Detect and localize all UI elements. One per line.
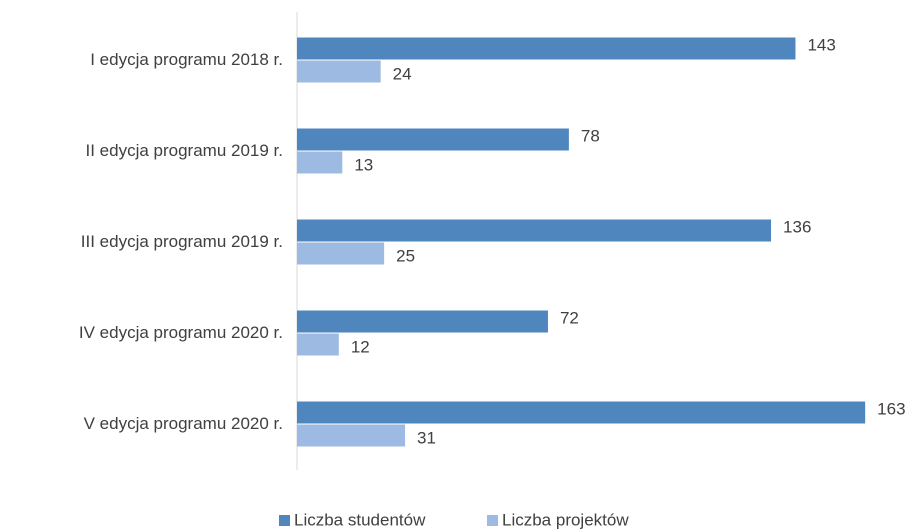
bar bbox=[297, 401, 866, 424]
data-label: 24 bbox=[393, 64, 412, 83]
bar bbox=[297, 219, 772, 242]
y-tick-label: IV edycja programu 2020 r. bbox=[79, 323, 283, 342]
data-label: 72 bbox=[560, 308, 579, 327]
bar bbox=[297, 37, 796, 60]
bar bbox=[297, 60, 381, 83]
data-label: 143 bbox=[807, 35, 835, 54]
bar bbox=[297, 151, 343, 174]
data-label: 31 bbox=[417, 428, 436, 447]
legend-swatch bbox=[487, 515, 498, 526]
bar bbox=[297, 424, 406, 447]
data-label: 136 bbox=[783, 217, 811, 236]
y-tick-label: II edycja programu 2019 r. bbox=[85, 141, 283, 160]
bar bbox=[297, 242, 385, 265]
y-tick-label: III edycja programu 2019 r. bbox=[81, 232, 283, 251]
data-label: 12 bbox=[351, 337, 370, 356]
legend-label: Liczba studentów bbox=[294, 510, 426, 529]
data-label: 25 bbox=[396, 246, 415, 265]
data-label: 163 bbox=[877, 399, 905, 418]
y-tick-label: I edycja programu 2018 r. bbox=[90, 50, 283, 69]
data-label: 13 bbox=[354, 155, 373, 174]
bar bbox=[297, 310, 548, 333]
legend-label: Liczba projektów bbox=[502, 510, 629, 529]
y-tick-label: V edycja programu 2020 r. bbox=[84, 414, 283, 433]
data-label: 78 bbox=[581, 126, 600, 145]
legend-swatch bbox=[279, 515, 290, 526]
bar bbox=[297, 333, 339, 356]
bar bbox=[297, 128, 569, 151]
